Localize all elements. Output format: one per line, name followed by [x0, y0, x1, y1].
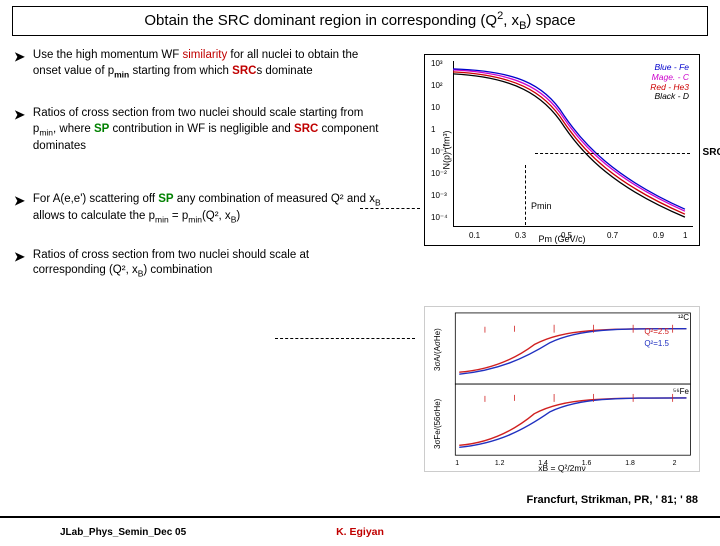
svg-text:1: 1 [455, 460, 459, 467]
page-title: Obtain the SRC dominant region in corres… [12, 6, 708, 36]
ratio-chart: 11.21.4 1.61.82 ¹²C ⁵⁶Fe Q²=2.5 Q²=1.5 x… [424, 306, 700, 472]
bullet-arrow-icon: ➤ [14, 192, 25, 210]
citation: Francfurt, Strikman, PR, ' 81; ' 88 [526, 494, 698, 506]
bullet-3: ➤ For A(e,e') scattering off SP any comb… [14, 192, 384, 226]
dash-to-chart-1 [360, 208, 420, 209]
dash-to-chart-2 [275, 338, 415, 339]
src-dash-h [535, 153, 690, 154]
bullet-arrow-icon: ➤ [14, 248, 25, 266]
pmin-dash-v [525, 165, 526, 225]
bullet-arrow-icon: ➤ [14, 106, 25, 124]
footer-left: JLab_Phys_Semin_Dec 05 [60, 527, 186, 538]
bullet-4: ➤ Ratios of cross section from two nucle… [14, 248, 384, 280]
chart-top-legend: Blue - Fe Mage. - C Red - He3 Black - D [650, 63, 689, 102]
src-region-label: SRC region [703, 147, 720, 158]
pmin-label: Pmin [531, 201, 552, 211]
momentum-distribution-chart: N(p) (fm³) Pm (GeV/c) Blue - Fe Mage. - … [424, 54, 700, 246]
svg-text:1.8: 1.8 [625, 460, 635, 467]
bullet-1: ➤ Use the high momentum WF similarity fo… [14, 48, 384, 80]
svg-text:1.2: 1.2 [495, 460, 505, 467]
footer-rule [0, 516, 720, 518]
bullet-2: ➤ Ratios of cross section from two nucle… [14, 106, 384, 154]
bullet-arrow-icon: ➤ [14, 48, 25, 66]
svg-text:2: 2 [673, 460, 677, 467]
footer-author: K. Egiyan [336, 526, 384, 538]
